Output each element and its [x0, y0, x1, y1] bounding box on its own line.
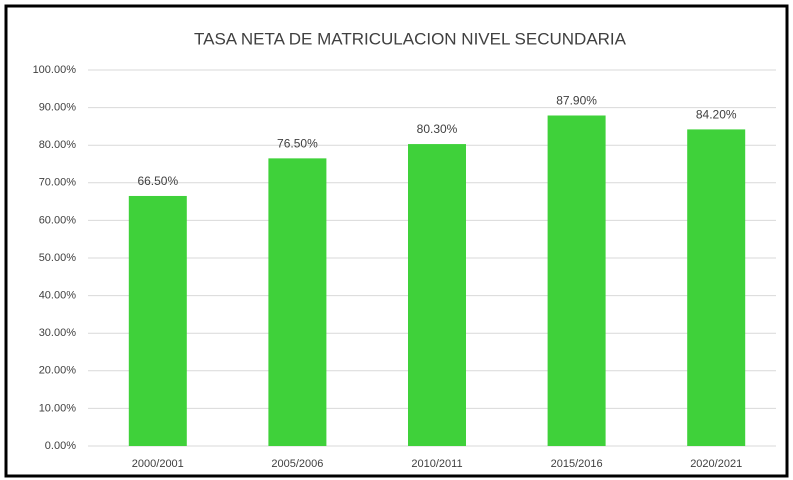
x-tick-label: 2010/2011 [411, 458, 462, 470]
bar [128, 195, 187, 446]
y-tick-label: 30.00% [39, 327, 77, 339]
chart-border [4, 4, 789, 478]
bar [547, 115, 606, 446]
y-tick-label: 50.00% [39, 252, 77, 264]
x-tick-label: 2015/2016 [551, 458, 603, 470]
y-tick-label: 80.00% [39, 139, 77, 151]
bar [687, 129, 746, 446]
y-tick-label: 90.00% [39, 102, 77, 114]
x-tick-label: 2000/2001 [132, 458, 184, 470]
data-label: 87.90% [556, 94, 597, 108]
y-tick-label: 60.00% [39, 214, 77, 226]
data-label: 80.30% [417, 122, 458, 136]
data-label: 66.50% [137, 174, 178, 188]
chart-title: TASA NETA DE MATRICULACION NIVEL SECUNDA… [194, 29, 627, 48]
bar [408, 144, 466, 446]
y-tick-label: 100.00% [33, 64, 77, 76]
y-tick-label: 20.00% [39, 365, 77, 377]
bar [268, 158, 327, 447]
y-tick-label: 10.00% [39, 402, 77, 414]
y-tick-label: 70.00% [39, 177, 77, 189]
y-tick-label: 0.00% [45, 440, 76, 452]
x-tick-label: 2020/2021 [690, 458, 742, 470]
data-label: 84.20% [696, 108, 737, 122]
data-label: 76.50% [277, 137, 318, 151]
x-tick-label: 2005/2006 [271, 458, 323, 470]
y-tick-label: 40.00% [39, 290, 77, 302]
